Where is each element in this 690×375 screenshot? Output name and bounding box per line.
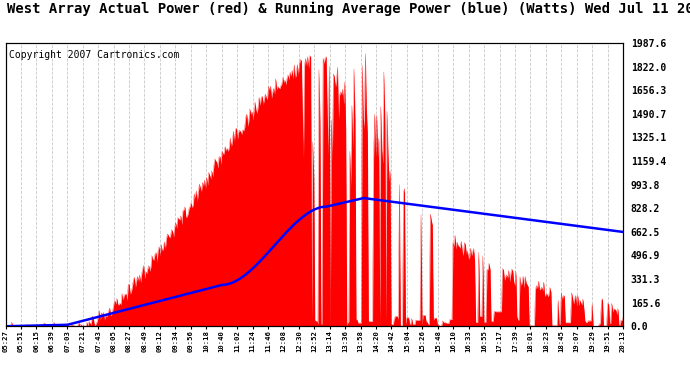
Text: Copyright 2007 Cartronics.com: Copyright 2007 Cartronics.com	[8, 50, 179, 60]
Text: West Array Actual Power (red) & Running Average Power (blue) (Watts) Wed Jul 11 : West Array Actual Power (red) & Running …	[7, 2, 690, 16]
